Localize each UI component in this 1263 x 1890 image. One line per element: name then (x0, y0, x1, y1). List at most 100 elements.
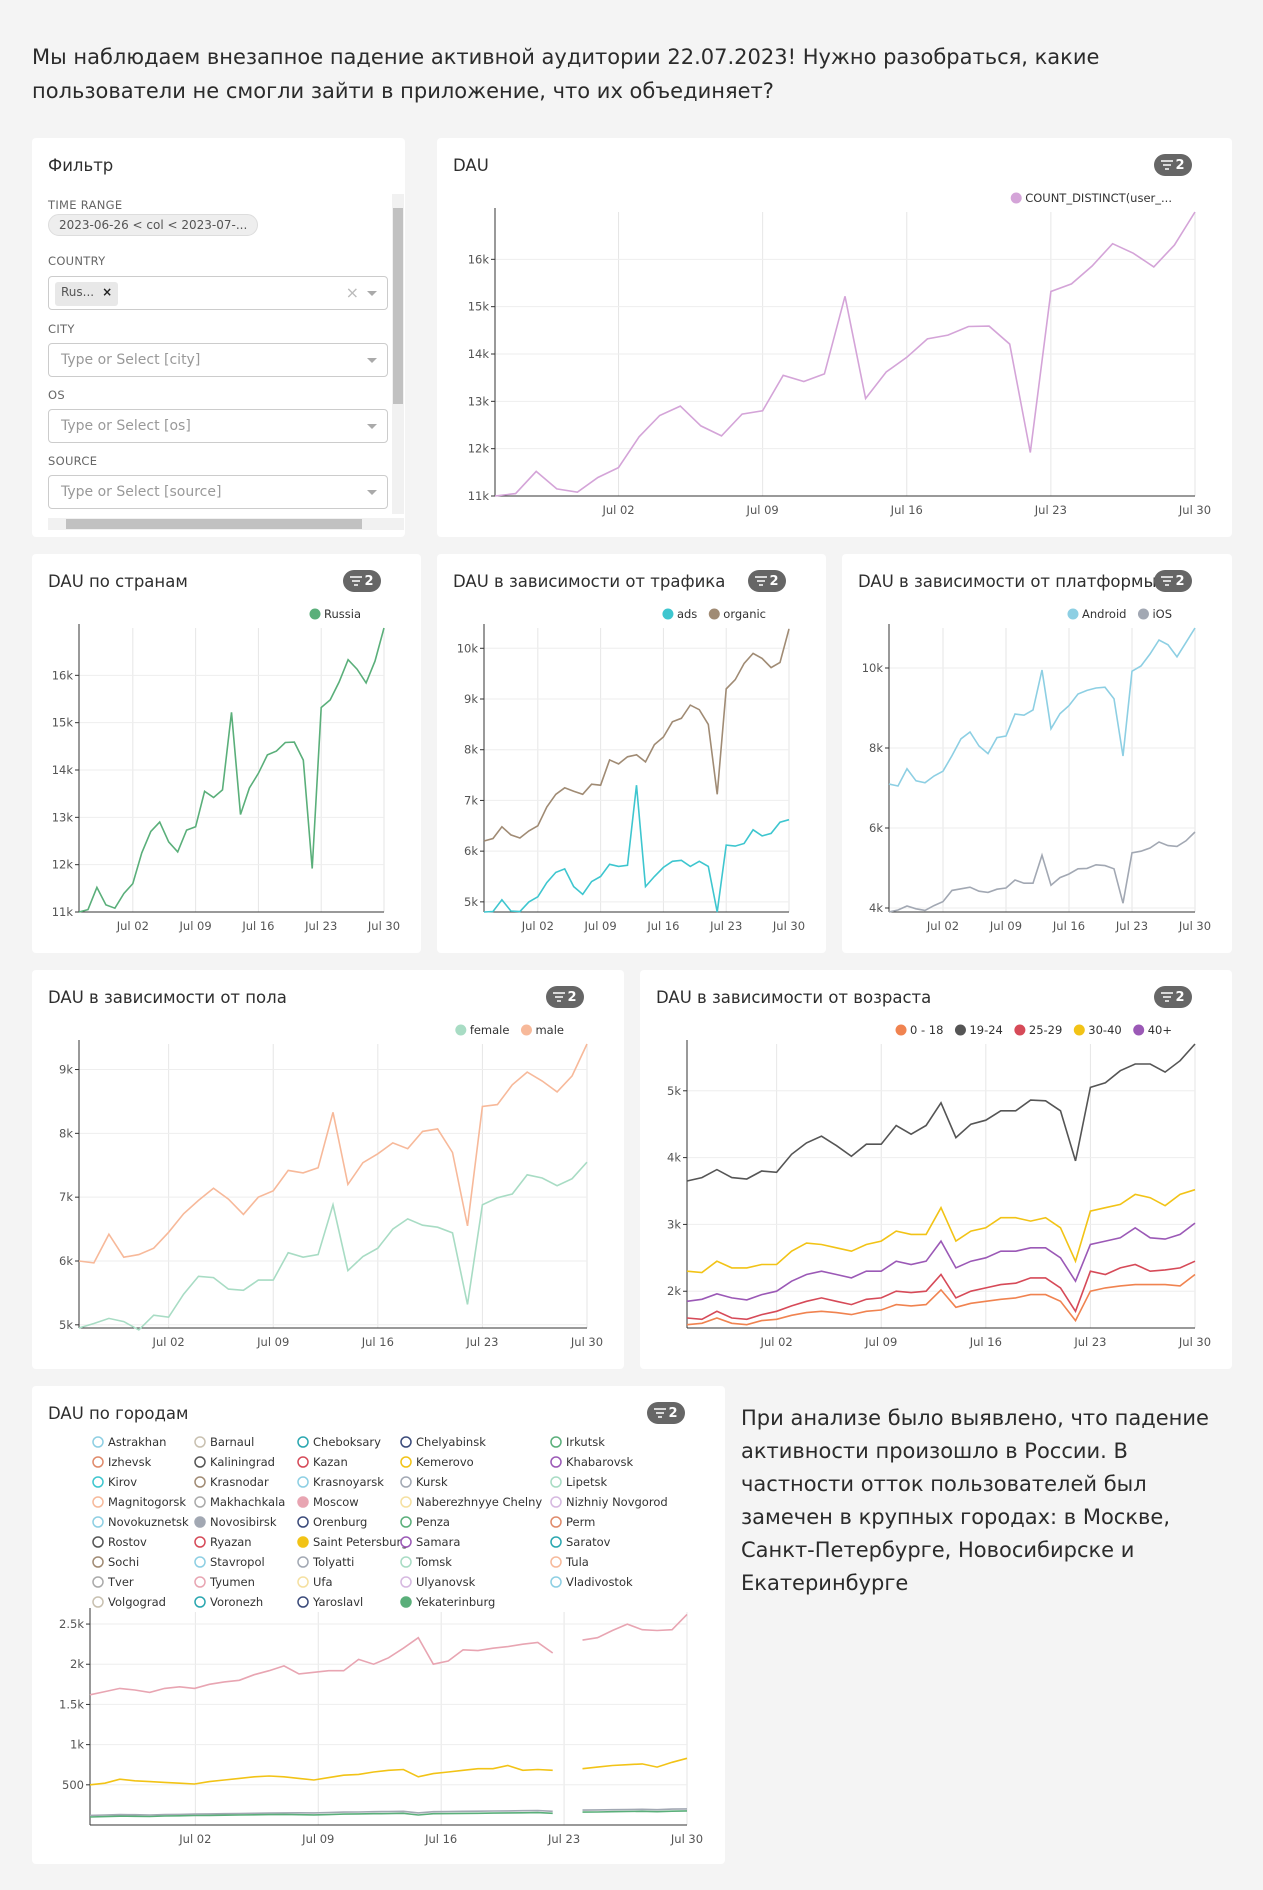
vertical-scrollbar[interactable] (392, 194, 404, 514)
legend-marker (708, 608, 720, 620)
legend-marker (194, 1456, 206, 1468)
country-select[interactable]: Rus... × × (48, 276, 388, 310)
time-range-pill[interactable]: 2023-06-26 < col < 2023-07-... (48, 214, 259, 236)
y-tick-label: 9k (464, 692, 478, 706)
horizontal-scrollbar[interactable] (48, 518, 404, 530)
x-tick-label: Jul 23 (465, 1335, 498, 1349)
legend-marker (954, 1024, 966, 1036)
filter-badge[interactable]: 2 (647, 1402, 685, 1424)
legend-marker (297, 1556, 309, 1568)
country-label: COUNTRY (48, 254, 106, 268)
legend-marker (297, 1456, 309, 1468)
legend-label: Irkutsk (566, 1435, 605, 1449)
city-placeholder: Type or Select [city] (61, 352, 201, 368)
x-tick-label: Jul 16 (361, 1335, 394, 1349)
x-tick-label: Jul 02 (760, 1335, 793, 1349)
x-tick-label: Jul 02 (521, 919, 554, 933)
legend-label: Rostov (108, 1535, 147, 1549)
chevron-down-icon[interactable] (367, 291, 377, 296)
legend-label: Khabarovsk (566, 1455, 634, 1469)
filter-icon (1161, 160, 1174, 170)
legend-marker (297, 1576, 309, 1588)
legend-label: 25-29 (1029, 1023, 1062, 1037)
os-select[interactable]: Type or Select [os] (48, 409, 388, 443)
x-tick-label: Jul 16 (241, 919, 274, 933)
legend-label: Tomsk (415, 1555, 452, 1569)
scrollbar-thumb[interactable] (66, 519, 362, 529)
legend-marker (92, 1476, 104, 1488)
legend-label: Magnitogorsk (108, 1495, 186, 1509)
legend-marker (895, 1024, 907, 1036)
filter-icon (1161, 576, 1174, 586)
clear-icon[interactable]: × (345, 283, 359, 302)
legend-label: Saratov (566, 1535, 611, 1549)
legend-label: 30-40 (1088, 1023, 1121, 1037)
x-tick-label: Jul 23 (547, 1832, 580, 1846)
legend-label: iOS (1152, 607, 1172, 621)
filter-badge[interactable]: 2 (546, 986, 584, 1008)
filter-badge[interactable]: 2 (1154, 154, 1192, 176)
legend-label: Kursk (416, 1475, 448, 1489)
y-tick-label: 10k (862, 661, 884, 675)
legend-label: Kirov (108, 1475, 137, 1489)
x-tick-label: Jul 23 (304, 919, 337, 933)
legend-marker (92, 1576, 104, 1588)
chart-title: DAU по странам (48, 572, 188, 591)
age-card: DAU в зависимости от возраста 2 Jul 02 Ju… (640, 970, 1232, 1369)
legend-label: Tolyatti (312, 1555, 354, 1569)
series-line-novosibirsk (89, 1809, 553, 1817)
legend-marker (550, 1516, 562, 1528)
legend-label: Kemerovo (416, 1455, 474, 1469)
filter-badge-count: 2 (769, 573, 779, 589)
y-tick-label: 5k (464, 895, 478, 909)
legend-marker (297, 1596, 309, 1608)
series-line-male (78, 1043, 588, 1264)
chevron-down-icon[interactable] (367, 358, 377, 363)
series-line-count-distinct-user- (494, 211, 1196, 497)
city-select[interactable]: Type or Select [city] (48, 343, 388, 377)
filter-badge[interactable]: 2 (343, 570, 381, 592)
legend-marker (400, 1596, 412, 1608)
y-tick-label: 4k (869, 901, 883, 915)
filter-badge[interactable]: 2 (1154, 986, 1192, 1008)
chevron-down-icon[interactable] (367, 424, 377, 429)
legend-label: Sochi (108, 1555, 139, 1569)
intro-text: Мы наблюдаем внезапное падение активной … (32, 45, 1100, 103)
y-tick-label: 7k (464, 793, 478, 807)
filter-badge-count: 2 (364, 573, 374, 589)
legend-marker (550, 1476, 562, 1488)
source-label: SOURCE (48, 454, 98, 468)
y-tick-label: 8k (59, 1126, 73, 1140)
y-tick-label: 6k (869, 821, 883, 835)
filter-badge-count: 2 (1175, 989, 1185, 1005)
filter-badge-count: 2 (567, 989, 577, 1005)
legend-marker (550, 1456, 562, 1468)
country-card: DAU по странам 2 Jul 02 Jul 09 Jul 16 Jul 2… (32, 554, 421, 953)
legend-marker (194, 1516, 206, 1528)
filter-icon (350, 576, 363, 586)
x-tick-label: Jul 30 (1178, 919, 1211, 933)
scrollbar-thumb[interactable] (393, 208, 403, 404)
source-select[interactable]: Type or Select [source] (48, 475, 388, 509)
x-tick-label: Jul 02 (116, 919, 149, 933)
legend-label: Tula (565, 1555, 589, 1569)
x-tick-label: Jul 09 (989, 919, 1022, 933)
series-line-ads (483, 785, 790, 913)
remove-tag-icon[interactable]: × (102, 285, 113, 299)
legend-label: Tyumen (209, 1575, 255, 1589)
x-tick-label: Jul 30 (367, 919, 400, 933)
x-tick-label: Jul 02 (152, 1335, 185, 1349)
filter-badge[interactable]: 2 (1154, 570, 1192, 592)
chevron-down-icon[interactable] (367, 490, 377, 495)
filter-badge[interactable]: 2 (748, 570, 786, 592)
legend-label: 19-24 (969, 1023, 1002, 1037)
x-tick-label: Jul 09 (301, 1832, 334, 1846)
legend-marker (1010, 192, 1022, 204)
legend-marker (194, 1596, 206, 1608)
series-line-40- (686, 1222, 1196, 1303)
legend-marker (297, 1496, 309, 1508)
legend-label: ads (677, 607, 697, 621)
legend-marker (550, 1496, 562, 1508)
gender-card: DAU в зависимости от пола 2 Jul 02 Jul 09… (32, 970, 624, 1369)
legend-marker (550, 1536, 562, 1548)
